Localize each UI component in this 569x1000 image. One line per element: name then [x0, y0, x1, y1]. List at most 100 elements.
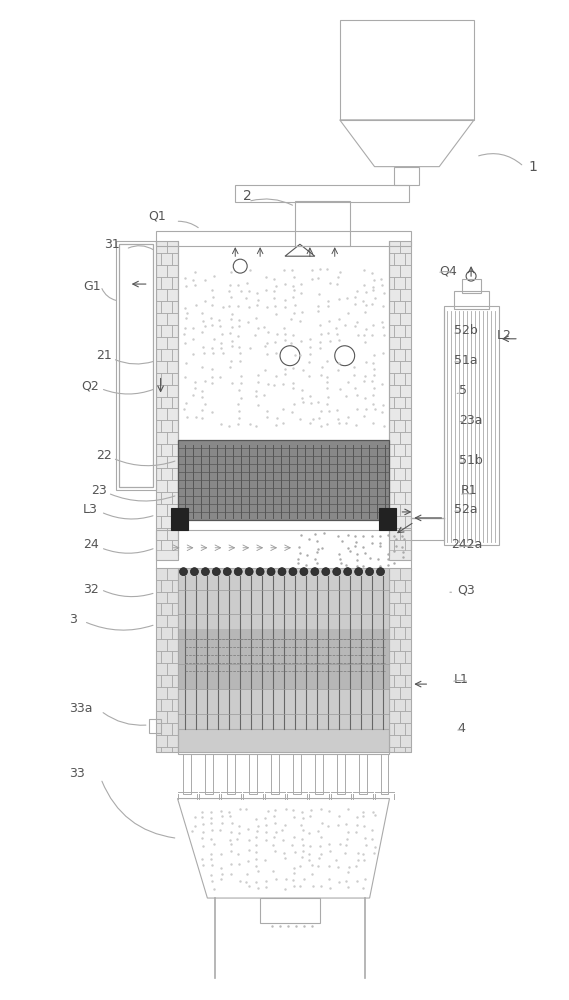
Bar [401, 735, 411, 747]
Text: 51a: 51a [454, 354, 478, 367]
Bar [156, 663, 167, 675]
Bar [390, 241, 401, 253]
Bar [167, 313, 178, 325]
Bar [405, 301, 411, 313]
Bar [405, 373, 411, 385]
Bar [390, 651, 394, 663]
Bar [401, 265, 411, 277]
Bar [405, 253, 411, 265]
Bar [340, 20, 474, 120]
Bar [405, 277, 411, 289]
Circle shape [289, 568, 297, 576]
Bar [156, 373, 160, 385]
Bar [156, 456, 167, 468]
Bar [315, 754, 323, 794]
Bar [156, 568, 178, 752]
Bar [394, 651, 405, 663]
Bar [160, 747, 172, 752]
Bar [156, 735, 167, 747]
Bar [172, 603, 178, 615]
Text: Q1: Q1 [149, 210, 166, 223]
Bar [401, 385, 411, 397]
Bar [167, 337, 178, 349]
Bar [167, 615, 178, 627]
Bar [390, 385, 401, 397]
Bar [178, 729, 390, 754]
Bar [462, 279, 481, 293]
Bar [156, 444, 160, 456]
Text: 2: 2 [243, 189, 252, 203]
Bar [394, 540, 405, 550]
Bar [401, 528, 411, 540]
Bar [394, 444, 405, 456]
Text: 51b: 51b [459, 454, 483, 467]
Circle shape [179, 568, 187, 576]
Text: 23a: 23a [459, 414, 483, 427]
Bar [390, 397, 394, 408]
Bar [156, 231, 411, 246]
Text: Q4: Q4 [439, 265, 457, 278]
Bar [167, 735, 178, 747]
Bar [167, 289, 178, 301]
Bar [172, 627, 178, 639]
Bar [160, 444, 172, 456]
Bar [160, 253, 172, 265]
Bar [394, 301, 405, 313]
Bar [156, 627, 160, 639]
Bar [394, 397, 405, 408]
Bar [160, 675, 172, 687]
Bar [149, 719, 160, 733]
Bar [390, 568, 411, 752]
Bar [156, 420, 160, 432]
Bar [167, 480, 178, 492]
Bar [167, 456, 178, 468]
Bar [390, 603, 394, 615]
Bar [401, 568, 411, 580]
Text: 4: 4 [457, 722, 465, 735]
Circle shape [333, 568, 341, 576]
Bar [390, 265, 401, 277]
Bar [405, 516, 411, 528]
Bar [401, 361, 411, 373]
Bar [358, 754, 366, 794]
Bar [156, 337, 167, 349]
Bar [178, 440, 390, 520]
Bar [401, 337, 411, 349]
Bar [271, 754, 279, 794]
Bar [390, 747, 394, 752]
Text: R1: R1 [461, 484, 478, 497]
Bar [337, 754, 345, 794]
Bar [167, 639, 178, 651]
Text: 242a: 242a [451, 538, 483, 551]
Bar [390, 711, 401, 723]
Circle shape [201, 568, 209, 576]
Text: 21: 21 [96, 349, 112, 362]
Bar [156, 253, 160, 265]
Text: 33a: 33a [69, 702, 93, 715]
Bar [172, 301, 178, 313]
Circle shape [212, 568, 220, 576]
Bar [390, 480, 401, 492]
Bar [394, 325, 405, 337]
Bar [235, 185, 409, 202]
Bar [227, 754, 235, 794]
Bar [381, 754, 389, 794]
Circle shape [300, 568, 308, 576]
Bar [172, 444, 178, 456]
Bar [172, 651, 178, 663]
Bar [405, 349, 411, 361]
Bar [390, 337, 401, 349]
Bar [160, 325, 172, 337]
Bar [156, 580, 160, 592]
Bar [405, 397, 411, 408]
Bar [156, 615, 167, 627]
Bar [401, 615, 411, 627]
Bar [156, 432, 167, 444]
Text: L3: L3 [83, 503, 98, 516]
Bar [156, 592, 167, 603]
Bar [390, 301, 394, 313]
Bar [295, 201, 350, 246]
Bar [156, 301, 160, 313]
Bar [171, 508, 188, 530]
Bar [156, 530, 411, 570]
